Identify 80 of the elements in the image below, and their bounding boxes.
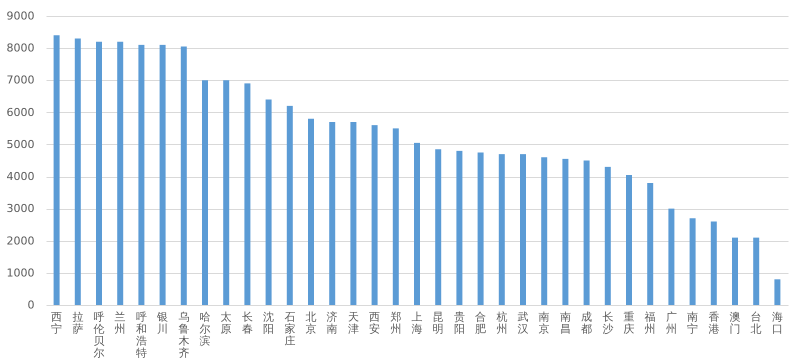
y-tick-label: 8000	[6, 42, 34, 55]
x-tick-label: 福州	[644, 310, 656, 336]
x-tick-label: 成都	[581, 310, 592, 336]
x-tick-label: 银川	[156, 310, 168, 336]
bar	[435, 149, 442, 305]
y-tick-label: 5000	[6, 138, 34, 151]
x-tick-label: 兰州	[114, 310, 126, 336]
bar	[96, 42, 102, 305]
x-tick-label: 澳门	[730, 310, 740, 336]
bar	[392, 128, 399, 305]
bar	[74, 38, 81, 305]
x-tick-label: 乌鲁木齐	[178, 310, 190, 360]
bar	[266, 99, 272, 305]
x-tick-label: 合肥	[475, 310, 486, 336]
x-tick-label: 上海	[412, 310, 422, 336]
bar	[54, 35, 60, 305]
bar	[308, 118, 314, 305]
x-tick-label: 西宁	[51, 310, 62, 336]
bar	[626, 174, 632, 305]
bar	[350, 122, 356, 305]
x-tick-label: 郑州	[390, 310, 402, 336]
bar	[604, 166, 611, 305]
x-tick-label: 贵阳	[454, 310, 465, 336]
x-tick-label: 台北	[750, 310, 762, 336]
bar	[329, 122, 336, 305]
bar	[160, 44, 166, 305]
bar	[117, 42, 124, 305]
x-tick-label: 南宁	[687, 310, 698, 336]
bar	[478, 152, 484, 305]
x-tick-label: 济南	[326, 310, 338, 336]
x-tick-label: 北京	[306, 310, 316, 336]
x-tick-label: 石家庄	[284, 310, 296, 348]
x-tick-label: 哈尔滨	[200, 310, 210, 348]
y-tick-label: 9000	[6, 10, 34, 22]
bar	[414, 142, 420, 305]
bar	[541, 157, 548, 305]
x-tick-label: 天津	[348, 310, 359, 336]
bar	[562, 158, 568, 305]
bar	[584, 160, 590, 305]
x-tick-label: 杭州	[495, 310, 508, 336]
bar	[138, 44, 144, 305]
bar	[753, 238, 760, 305]
x-tick-label: 西安	[369, 310, 380, 336]
bar	[456, 150, 462, 305]
bar	[647, 182, 654, 305]
x-tick-label: 长春	[242, 310, 253, 336]
x-tick-label: 太原	[220, 310, 232, 336]
x-tick-label: 香港	[708, 310, 720, 336]
bar	[223, 80, 230, 305]
bar	[710, 222, 717, 305]
bar	[732, 238, 738, 305]
y-tick-label: 7000	[6, 74, 34, 87]
bar	[202, 80, 208, 305]
y-tick-label: 3000	[6, 202, 34, 216]
x-tick-label: 南昌	[560, 310, 571, 336]
x-tick-label: 南京	[538, 310, 550, 336]
x-tick-label: 沈阳	[263, 310, 274, 336]
x-tick-label: 呼伦贝尔	[94, 310, 104, 360]
y-tick-label: 2000	[6, 234, 34, 248]
x-tick-label: 呼和浩特	[136, 310, 147, 360]
bar	[520, 154, 526, 305]
bar	[180, 46, 187, 305]
bar	[774, 279, 780, 305]
y-tick-label: 1000	[6, 266, 34, 280]
x-tick-label: 广州	[666, 310, 677, 336]
bar	[286, 106, 293, 305]
x-tick-label: 拉萨	[72, 310, 84, 336]
bar	[498, 154, 505, 305]
x-tick-label: 海口	[772, 310, 783, 336]
x-tick-label: 昆明	[432, 310, 444, 336]
bar	[244, 83, 250, 305]
bar	[668, 208, 674, 305]
x-tick-label: 武汉	[518, 310, 528, 336]
bar	[372, 125, 378, 305]
bar	[690, 218, 696, 305]
x-tick-label: 重庆	[624, 310, 634, 336]
x-tick-label: 长沙	[602, 310, 614, 336]
y-tick-label: 6000	[6, 106, 34, 119]
y-tick-label: 4000	[6, 170, 34, 184]
y-tick-label: 0	[28, 298, 34, 312]
